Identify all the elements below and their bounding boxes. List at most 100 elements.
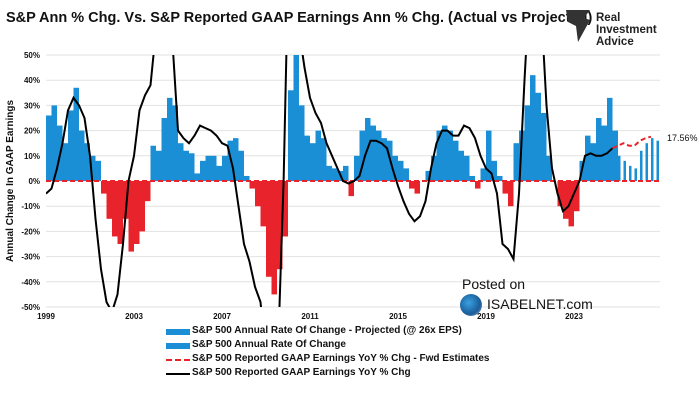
bar: [255, 181, 261, 207]
x-tick-label: 2003: [125, 312, 143, 321]
bar: [271, 181, 277, 295]
y-axis: -50% -40% -30% -20% -10% 0% 10% 20% 30% 40% 50%: [21, 51, 40, 312]
bar: [117, 181, 123, 244]
bars: [46, 55, 659, 295]
bar: [299, 105, 305, 181]
bar: [216, 165, 222, 181]
bar: [167, 97, 173, 181]
logo-line: Investment: [596, 24, 657, 36]
legend-swatch: [166, 343, 190, 349]
earnings-line: [46, 55, 614, 307]
bar: [398, 160, 404, 181]
x-tick-label: 2019: [477, 312, 495, 321]
bar: [172, 105, 178, 181]
bar: [530, 75, 536, 181]
bar: [101, 181, 107, 194]
bar: [244, 175, 250, 181]
x-axis: 1999 2003 2007 2011 2015 2019 2023: [37, 312, 583, 321]
bar: [453, 140, 459, 181]
bar: [68, 110, 74, 181]
projected-bar: [651, 138, 654, 181]
bar: [502, 181, 508, 194]
bar: [574, 181, 580, 212]
bar: [381, 138, 387, 181]
projected-bar: [618, 155, 621, 181]
bar: [607, 97, 613, 181]
bar: [288, 90, 294, 181]
bar: [447, 130, 453, 181]
bar: [79, 130, 85, 181]
bar: [123, 181, 129, 219]
bar: [145, 181, 151, 202]
bar: [535, 92, 541, 181]
logo-line: Advice: [596, 36, 634, 48]
bar: [464, 155, 470, 181]
bar: [612, 130, 618, 181]
bar: [585, 135, 591, 181]
bar: [469, 175, 475, 181]
chart-title: S&P Ann % Chg. Vs. S&P Reported GAAP Ear…: [6, 10, 593, 26]
bar: [601, 125, 607, 181]
bar: [332, 168, 338, 181]
bar: [211, 155, 217, 181]
end-value-label: 17.56%: [667, 133, 698, 143]
bar: [497, 175, 503, 181]
bar: [51, 105, 57, 181]
bar: [343, 165, 349, 181]
legend-swatch: [166, 329, 190, 335]
bar: [134, 181, 140, 244]
bar: [348, 181, 354, 197]
projected-bar: [623, 160, 626, 181]
bar: [425, 170, 431, 181]
bar: [73, 87, 79, 181]
bar: [106, 181, 112, 219]
bar: [513, 143, 519, 181]
bar: [62, 143, 68, 181]
y-tick-label: 20%: [24, 127, 40, 136]
y-tick-label: 0%: [28, 177, 40, 186]
y-tick-label: 50%: [24, 51, 40, 60]
projected-bar: [645, 143, 648, 181]
y-tick-label: -40%: [21, 278, 40, 287]
y-axis-label: Annual Change In GAAP Earnings: [5, 100, 16, 262]
bar: [480, 168, 486, 181]
x-tick-label: 1999: [37, 312, 55, 321]
y-tick-label: -30%: [21, 253, 40, 262]
bar: [546, 155, 552, 181]
bar: [458, 150, 464, 181]
bar: [491, 160, 497, 181]
bar: [183, 150, 189, 181]
eagle-icon: [566, 10, 590, 42]
forecast-line: [612, 135, 652, 150]
legend-label: S&P 500 Reported GAAP Earnings YoY % Chg…: [192, 353, 490, 364]
bar: [326, 165, 332, 181]
bar: [541, 112, 547, 181]
bar: [128, 181, 134, 252]
bar: [238, 150, 244, 181]
legend-item-projected: S&P 500 Annual Rate Of Change - Projecte…: [166, 325, 462, 336]
projected-bar: [634, 168, 637, 181]
bar: [321, 138, 327, 181]
x-tick-label: 2011: [301, 312, 319, 321]
bar: [568, 181, 574, 227]
y-tick-label: -50%: [21, 303, 40, 312]
bar: [431, 155, 437, 181]
logo-text: Real Investment Advice: [596, 12, 657, 48]
bar: [315, 130, 321, 181]
logo-line: Real: [596, 12, 621, 24]
bar: [178, 143, 184, 181]
bar: [370, 125, 376, 181]
y-tick-label: 40%: [24, 76, 40, 85]
bar: [249, 181, 255, 189]
bar: [233, 138, 239, 181]
x-tick-label: 2007: [213, 312, 231, 321]
bar: [392, 155, 398, 181]
bar: [310, 143, 316, 181]
bar: [403, 168, 409, 181]
bar: [84, 143, 90, 181]
bar: [46, 115, 52, 181]
bar: [524, 105, 530, 181]
bar: [590, 143, 596, 181]
bar: [90, 155, 96, 181]
